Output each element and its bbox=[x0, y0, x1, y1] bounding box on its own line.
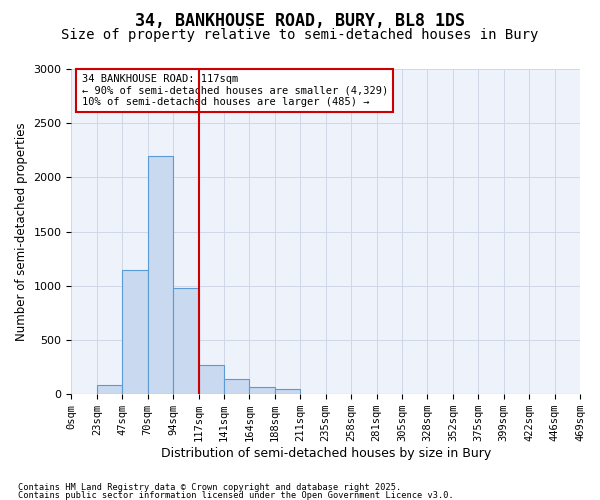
Text: Contains HM Land Registry data © Crown copyright and database right 2025.: Contains HM Land Registry data © Crown c… bbox=[18, 484, 401, 492]
Text: Size of property relative to semi-detached houses in Bury: Size of property relative to semi-detach… bbox=[61, 28, 539, 42]
Bar bbox=[97, 385, 122, 394]
Text: 34 BANKHOUSE ROAD: 117sqm
← 90% of semi-detached houses are smaller (4,329)
10% : 34 BANKHOUSE ROAD: 117sqm ← 90% of semi-… bbox=[82, 74, 388, 107]
X-axis label: Distribution of semi-detached houses by size in Bury: Distribution of semi-detached houses by … bbox=[161, 447, 491, 460]
Y-axis label: Number of semi-detached properties: Number of semi-detached properties bbox=[15, 122, 28, 341]
Text: Contains public sector information licensed under the Open Government Licence v3: Contains public sector information licen… bbox=[18, 491, 454, 500]
Bar bbox=[224, 379, 250, 394]
Bar bbox=[275, 389, 300, 394]
Bar bbox=[199, 365, 224, 394]
Bar bbox=[173, 288, 199, 394]
Text: 34, BANKHOUSE ROAD, BURY, BL8 1DS: 34, BANKHOUSE ROAD, BURY, BL8 1DS bbox=[135, 12, 465, 30]
Bar bbox=[148, 156, 173, 394]
Bar bbox=[122, 270, 148, 394]
Bar bbox=[250, 386, 275, 394]
